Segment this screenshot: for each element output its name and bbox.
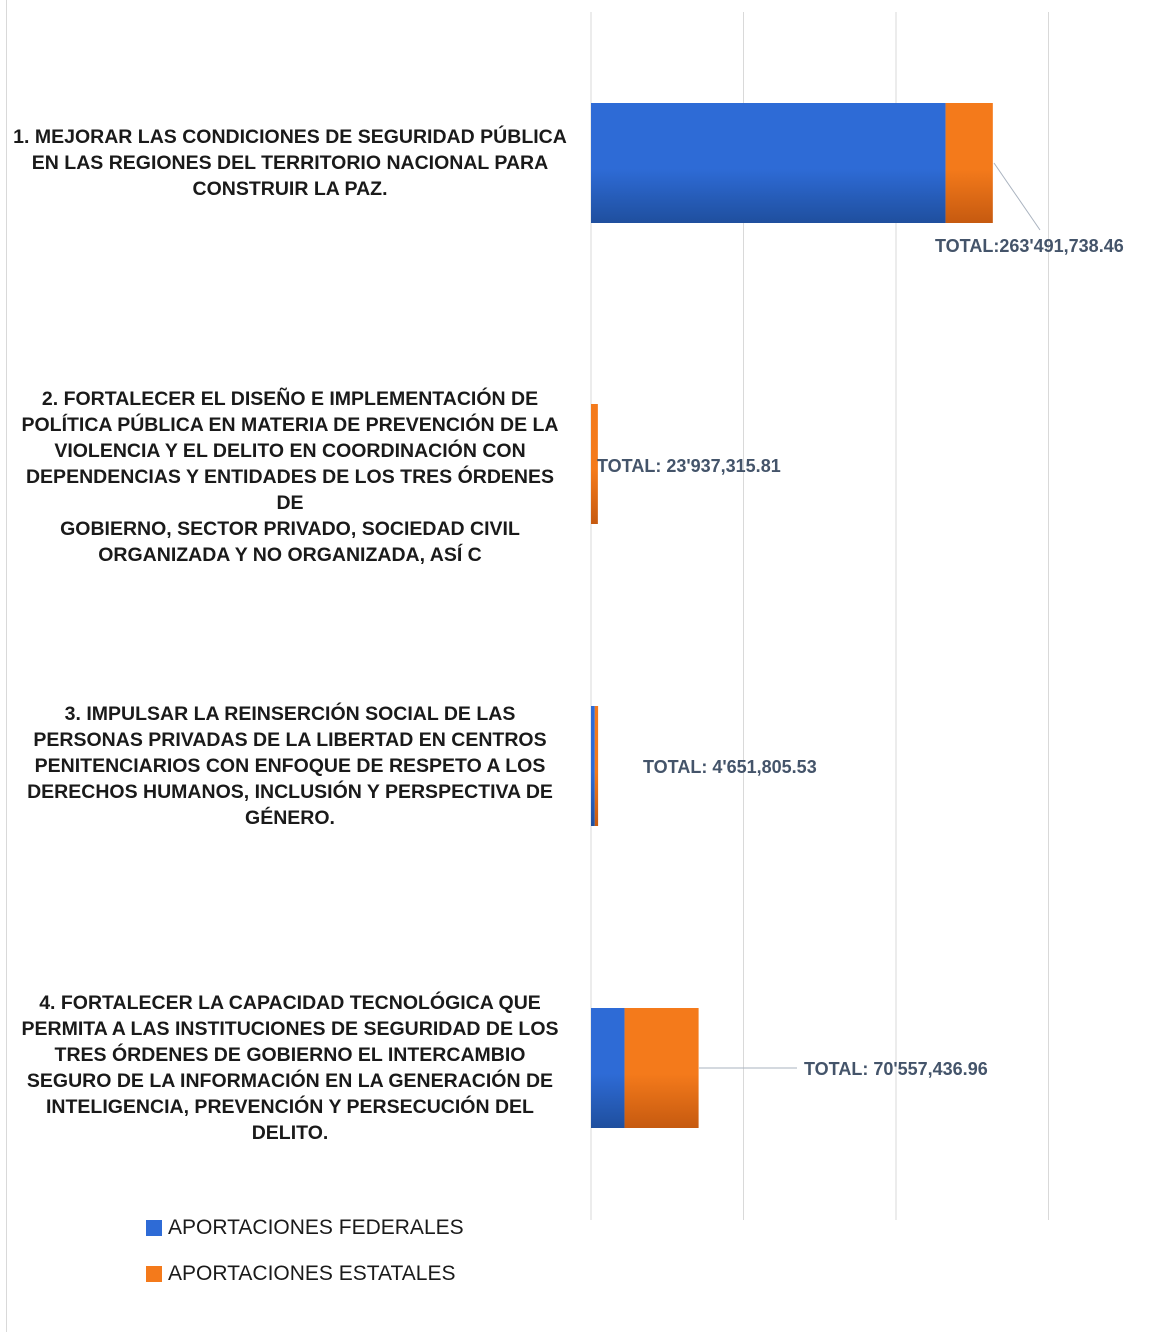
category-label-line: CONSTRUIR LA PAZ. [192,178,388,200]
legend-label-federales: APORTACIONES FEDERALES [168,1216,464,1239]
category-label-line: PERMITA A LAS INSTITUCIONES DE SEGURIDAD… [21,1018,559,1040]
category-label-line: PENITENCIARIOS CON ENFOQUE DE RESPETO A … [34,755,546,777]
legend-swatch-estatales [146,1266,162,1282]
bar-estatales-2 [591,404,598,524]
category-label-line: SEGURO DE LA INFORMACIÓN EN LA GENERACIÓ… [26,1070,554,1092]
category-label-line: 4. FORTALECER LA CAPACIDAD TECNOLÓGICA Q… [39,992,541,1014]
legend-label-estatales: APORTACIONES ESTATALES [168,1262,456,1285]
chart-frame-line [6,0,7,1332]
category-label-line: ORGANIZADA Y NO ORGANIZADA, ASÍ C [98,544,482,566]
total-label-3: TOTAL: 4'651,805.53 [643,757,817,777]
legend-swatch-federales [146,1220,162,1236]
bar-federales-3 [591,706,595,826]
category-label-line: 1. MEJORAR LAS CONDICIONES DE SEGURIDAD … [13,126,567,148]
bar-federales-4 [591,1008,625,1128]
category-label-1: 1. MEJORAR LAS CONDICIONES DE SEGURIDAD … [10,124,570,202]
category-label-line: TRES ÓRDENES DE GOBIERNO EL INTERCAMBIO [54,1044,526,1066]
category-label-line: 3. IMPULSAR LA REINSERCIÓN SOCIAL DE LAS [64,703,516,725]
category-label-line: PERSONAS PRIVADAS DE LA LIBERTAD EN CENT… [33,729,547,751]
category-label-line: POLÍTICA PÚBLICA EN MATERIA DE PREVENCIÓ… [21,414,559,436]
category-label-line: GOBIERNO, SECTOR PRIVADO, SOCIEDAD CIVIL [60,518,520,540]
total-leader-line-1 [993,162,1041,231]
category-label-4: 4. FORTALECER LA CAPACIDAD TECNOLÓGICA Q… [10,990,570,1146]
category-label-3: 3. IMPULSAR LA REINSERCIÓN SOCIAL DE LAS… [10,701,570,831]
category-label-line: DERECHOS HUMANOS, INCLUSIÓN Y PERSPECTIV… [27,781,553,803]
category-label-2: 2. FORTALECER EL DISEÑO E IMPLEMENTACIÓN… [10,386,570,568]
total-label-1: TOTAL:263'491,738.46 [935,236,1124,256]
category-label-line: EN LAS REGIONES DEL TERRITORIO NACIONAL … [31,152,549,174]
total-label-2: TOTAL: 23'937,315.81 [597,456,781,476]
bar-estatales-1 [945,103,993,223]
legend-item-federales: APORTACIONES FEDERALES [146,1216,464,1240]
total-label-4: TOTAL: 70'557,436.96 [804,1059,988,1079]
category-label-line: GÉNERO. [245,807,335,829]
bar-estatales-4 [624,1008,699,1128]
category-label-line: 2. FORTALECER EL DISEÑO E IMPLEMENTACIÓN… [41,388,539,410]
category-label-line: DELITO. [251,1122,329,1144]
category-label-line: DEPENDENCIAS Y ENTIDADES DE LOS TRES ÓRD… [25,466,555,514]
legend-item-estatales: APORTACIONES ESTATALES [146,1262,455,1286]
category-label-line: VIOLENCIA Y EL DELITO EN COORDINACIÓN CO… [54,440,526,462]
bar-federales-1 [591,103,946,223]
category-label-line: INTELIGENCIA, PREVENCIÓN Y PERSECUCIÓN D… [46,1096,534,1118]
bar-estatales-3 [594,706,599,826]
